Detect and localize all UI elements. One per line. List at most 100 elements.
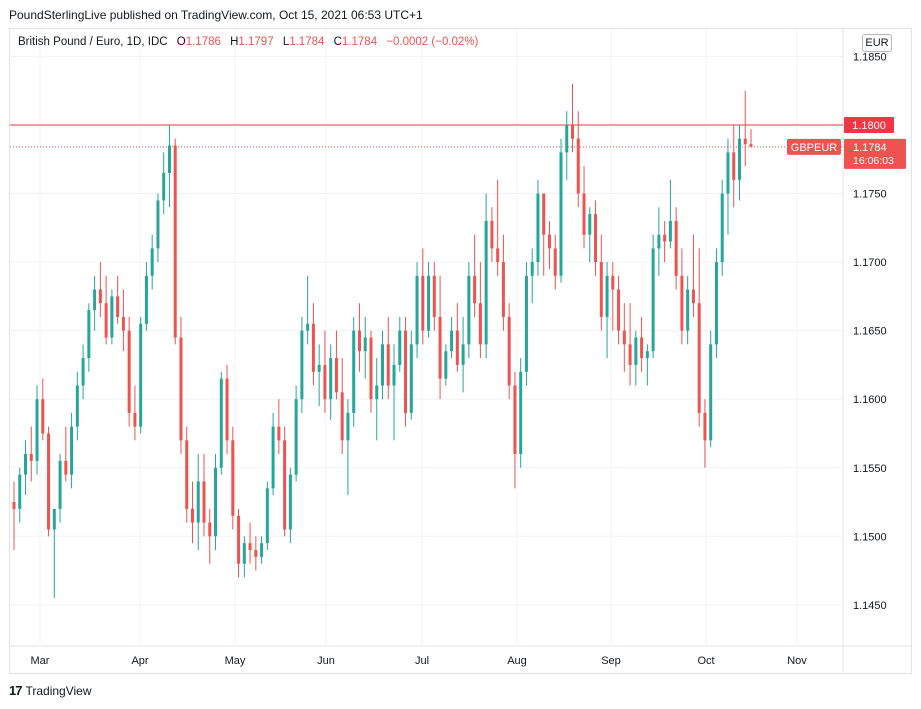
candle-body (167, 145, 171, 173)
candle-body (311, 323, 315, 372)
candle-body (283, 440, 287, 530)
candle-body (450, 330, 454, 352)
candle-body (473, 275, 477, 304)
candle-body (478, 303, 482, 345)
legend-change-value: −0.0002 (−0.02%) (386, 36, 479, 48)
candle-body (139, 323, 143, 427)
candle-body (121, 316, 125, 331)
candle-body (605, 275, 609, 317)
symbol-tag-text: GBPEUR (791, 142, 838, 154)
countdown-text: 16:06:03 (853, 155, 894, 167)
candle-body (64, 460, 68, 475)
candle-body (202, 481, 206, 523)
candle-body (519, 371, 523, 455)
candle-body (225, 378, 229, 441)
candle-body (306, 323, 310, 331)
candle-body (398, 330, 402, 365)
candle-body (617, 289, 621, 331)
candle-body (559, 152, 563, 276)
candle-body (260, 543, 264, 557)
candle-body (173, 145, 177, 338)
candle-body (300, 330, 304, 400)
candle-body (576, 138, 580, 194)
candle-body (461, 344, 465, 365)
candle-body (352, 330, 356, 413)
candle-body (231, 440, 235, 516)
candle-body (691, 289, 695, 304)
candle-body (490, 220, 494, 249)
candle-body (536, 193, 540, 263)
candle-body (144, 275, 148, 324)
last-price-text: 1.1784 (853, 142, 887, 154)
tradingview-logo-icon: 17 (9, 683, 23, 698)
candle-body (530, 262, 534, 276)
candle-body (524, 275, 528, 372)
candle-body (507, 316, 511, 386)
candle-body (582, 193, 586, 235)
x-tick-label: Apr (131, 655, 148, 667)
published-line: PoundSterlingLive published on TradingVi… (9, 8, 423, 22)
candle-body (651, 248, 655, 352)
candle-body (611, 275, 615, 290)
candle-body (254, 550, 258, 557)
x-tick-label: Mar (31, 655, 50, 667)
candle-body (663, 234, 667, 242)
chart-frame[interactable] (9, 28, 912, 674)
candle-body (634, 337, 638, 365)
candle-body (743, 138, 747, 145)
candle-body (427, 275, 431, 331)
candle-body (645, 351, 649, 359)
candle-body (41, 399, 45, 434)
candle-body (265, 488, 269, 544)
candle-body (156, 200, 160, 249)
candle-body (438, 316, 442, 379)
legend-high-label: H (230, 36, 239, 48)
candle-body (237, 515, 241, 564)
legend-symbol[interactable]: British Pound / Euro, 1D, IDC (18, 36, 168, 48)
candle-body (392, 364, 396, 386)
candle-body (496, 248, 500, 263)
symbol-tag (787, 138, 841, 155)
candle-body (386, 344, 390, 386)
candle-body (196, 481, 200, 523)
legend-close-label: C (333, 36, 342, 48)
candle-body (346, 412, 350, 441)
candle-body (12, 502, 16, 509)
candle-body (703, 412, 707, 441)
candle-body (116, 296, 120, 317)
candle-body (749, 144, 753, 147)
y-tick-label: 1.1550 (853, 463, 887, 475)
candle-body (404, 330, 408, 413)
x-tick-label: Oct (697, 655, 714, 667)
currency-button[interactable]: EUR (862, 34, 892, 52)
y-tick-label: 1.1650 (853, 326, 887, 338)
candle-body (594, 214, 598, 263)
candle-body (248, 543, 252, 551)
candle-body (714, 262, 718, 345)
candle-body (317, 364, 321, 372)
candle-body (208, 522, 212, 537)
candle-body (242, 543, 246, 564)
candle-body (421, 275, 425, 331)
candle-body (179, 337, 183, 441)
candle-body (162, 172, 166, 201)
candle-body (732, 152, 736, 180)
candle-body (640, 337, 644, 359)
legend-high-value: 1.1797 (238, 36, 274, 48)
y-tick-label: 1.1600 (853, 394, 887, 406)
footer-brand[interactable]: 17 TradingView (9, 683, 92, 698)
candle-body (668, 220, 672, 242)
symbol-legend: British Pound / Euro, 1D, IDC O1.1786 H1… (18, 36, 478, 48)
candle-body (674, 220, 678, 276)
candle-body (628, 344, 632, 365)
tradingview-brand-text: TradingView (25, 683, 92, 698)
candle-body (432, 275, 436, 317)
candle-body (565, 124, 569, 153)
candle-body (329, 358, 333, 400)
candle-body (334, 358, 338, 393)
candle-body (29, 454, 33, 461)
candle-body (81, 358, 85, 386)
x-tick-label: Nov (787, 655, 807, 667)
candle-body (484, 220, 488, 345)
